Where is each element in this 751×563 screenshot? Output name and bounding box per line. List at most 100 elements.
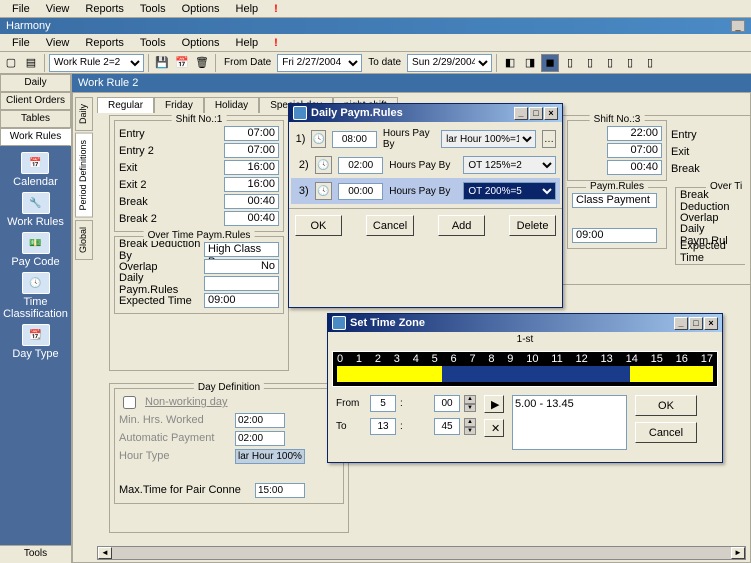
tz-from-m[interactable]	[434, 395, 460, 412]
menu-reports[interactable]: Reports	[77, 3, 132, 15]
sidetab-period[interactable]: Period Definitions	[75, 133, 93, 218]
nav-work-rules[interactable]: 🔧Work Rules	[7, 192, 64, 228]
tz-to-h[interactable]	[370, 418, 396, 435]
shift3-panel: Shift No.:3 22:00 07:00 00:40 Entry Exit…	[563, 115, 751, 285]
menu2-view[interactable]: View	[38, 37, 78, 49]
lefttab-work-rules[interactable]: Work Rules	[0, 128, 71, 146]
dlg-close-button[interactable]: ×	[544, 107, 558, 120]
shift1-ot-title: Over Time Paym.Rules	[144, 230, 255, 241]
paym-delete-button[interactable]: Delete	[509, 215, 556, 236]
tb-new-icon[interactable]: ▢	[2, 54, 20, 72]
pay-code-icon: 💵	[22, 232, 50, 254]
tz-close-button[interactable]: ×	[704, 317, 718, 330]
clock2-icon[interactable]: 🕓	[315, 156, 333, 174]
menu2-help[interactable]: Help	[228, 37, 267, 49]
to-spinner[interactable]: ▲▼	[464, 418, 476, 435]
tb-save-icon[interactable]: 💾	[153, 54, 171, 72]
menu-file[interactable]: File	[4, 3, 38, 15]
calendar-icon: 📅	[21, 152, 49, 174]
shift1-title: Shift No.:1	[172, 114, 227, 125]
app-title: Harmony	[6, 20, 51, 32]
hour-type-input[interactable]	[235, 449, 305, 464]
paym-cancel-button[interactable]: Cancel	[366, 215, 414, 236]
from-spinner[interactable]: ▲▼	[464, 395, 476, 412]
tz-cancel-button[interactable]: Cancel	[635, 422, 697, 443]
pay-more-1[interactable]: …	[542, 130, 556, 148]
sidetab-global[interactable]: Global	[75, 220, 93, 260]
menu-view[interactable]: View	[38, 3, 78, 15]
paym-rules-dialog: Daily Paym.Rules _ □ × 1) 🕓 Hours Pay By…	[288, 103, 563, 308]
left-nav: Daily Client Orders Tables Work Rules 📅C…	[0, 74, 72, 563]
tz-from-h[interactable]	[370, 395, 396, 412]
alert-icon: !	[266, 3, 286, 15]
tz-add-button[interactable]: ▶	[484, 395, 504, 413]
content-tab-header: Work Rule 2	[72, 74, 751, 92]
tz-ok-button[interactable]: OK	[635, 395, 697, 416]
tb-del-icon[interactable]: 🗑	[193, 54, 211, 72]
tz-list[interactable]: 5.00 - 13.45	[512, 395, 627, 450]
max-pair-input[interactable]	[255, 483, 305, 498]
pay-sel-2[interactable]: OT 125%=2	[463, 156, 556, 174]
h-scrollbar[interactable]: ◄►	[97, 546, 746, 560]
tb-chart-icon[interactable]: ▤	[22, 54, 40, 72]
lefttab-client-orders[interactable]: Client Orders	[0, 92, 71, 110]
lefttab-tables[interactable]: Tables	[0, 110, 71, 128]
clock3-icon[interactable]: 🕓	[315, 182, 333, 200]
paym-add-button[interactable]: Add	[438, 215, 485, 236]
pay-time-2[interactable]	[338, 157, 383, 174]
from-date-label: From Date	[220, 57, 275, 68]
tb-nav6-icon[interactable]: ▯	[601, 54, 619, 72]
lefttab-daily[interactable]: Daily	[0, 74, 71, 92]
tb-nav7-icon[interactable]: ▯	[621, 54, 639, 72]
menu2-tools[interactable]: Tools	[132, 37, 174, 49]
sidetab-daily[interactable]: Daily	[75, 97, 93, 131]
nav-day-type[interactable]: 📆Day Type	[12, 324, 58, 360]
menu-options[interactable]: Options	[174, 3, 228, 15]
to-date-combo[interactable]: Sun 2/29/2004	[407, 54, 492, 72]
menu2-options[interactable]: Options	[174, 37, 228, 49]
tz-max-button[interactable]: □	[689, 317, 703, 330]
nav-time-class[interactable]: 🕓Time Classification	[0, 272, 71, 320]
toolbar: ▢ ▤ Work Rule 2=2 💾 📅 🗑 From Date Fri 2/…	[0, 52, 751, 74]
day-type-icon: 📆	[22, 324, 50, 346]
tz-ruler[interactable]: 01234567891011121314151617	[332, 351, 718, 387]
pay-sel-3[interactable]: OT 200%=5	[463, 182, 556, 200]
app-titlebar: Harmony _	[0, 18, 751, 34]
tz-to-m[interactable]	[434, 418, 460, 435]
dlg-max-button[interactable]: □	[529, 107, 543, 120]
dlg-min-button[interactable]: _	[514, 107, 528, 120]
tb-nav4-icon[interactable]: ▯	[561, 54, 579, 72]
menu2-file[interactable]: File	[4, 37, 38, 49]
pay-time-3[interactable]	[338, 183, 383, 200]
work-rule-combo[interactable]: Work Rule 2=2	[49, 54, 144, 72]
tb-cal-icon[interactable]: 📅	[173, 54, 191, 72]
min-hrs-input[interactable]	[235, 413, 285, 428]
nav-pay-code[interactable]: 💵Pay Code	[11, 232, 59, 268]
clock1-icon[interactable]: 🕓	[311, 130, 325, 148]
tab-regular[interactable]: Regular	[97, 97, 154, 113]
paym-ok-button[interactable]: OK	[295, 215, 342, 236]
minimize-button[interactable]: _	[731, 20, 745, 32]
tools-button[interactable]: Tools	[0, 545, 71, 563]
pay-time-1[interactable]	[332, 131, 377, 148]
tb-nav8-icon[interactable]: ▯	[641, 54, 659, 72]
menu-tools[interactable]: Tools	[132, 3, 174, 15]
menu2-reports[interactable]: Reports	[77, 37, 132, 49]
nav-calendar[interactable]: 📅Calendar	[13, 152, 58, 188]
time-class-icon: 🕓	[22, 272, 50, 294]
menu-help[interactable]: Help	[228, 3, 267, 15]
tab-friday[interactable]: Friday	[154, 97, 204, 113]
non-working-checkbox[interactable]	[123, 396, 136, 409]
tb-nav5-icon[interactable]: ▯	[581, 54, 599, 72]
from-date-combo[interactable]: Fri 2/27/2004	[277, 54, 362, 72]
tb-nav3-icon[interactable]: ◼	[541, 54, 559, 72]
tab-holiday[interactable]: Holiday	[204, 97, 259, 113]
tb-nav2-icon[interactable]: ◨	[521, 54, 539, 72]
tz-min-button[interactable]: _	[674, 317, 688, 330]
tz-remove-button[interactable]: ✕	[484, 419, 504, 437]
auto-pay-input[interactable]	[235, 431, 285, 446]
pay-sel-1[interactable]: lar Hour 100%=1	[441, 130, 536, 148]
pay-row-3: 3) 🕓 Hours Pay By OT 200%=5	[291, 178, 560, 204]
tb-nav1-icon[interactable]: ◧	[501, 54, 519, 72]
pay-row-1: 1) 🕓 Hours Pay By lar Hour 100%=1 …	[291, 126, 560, 152]
